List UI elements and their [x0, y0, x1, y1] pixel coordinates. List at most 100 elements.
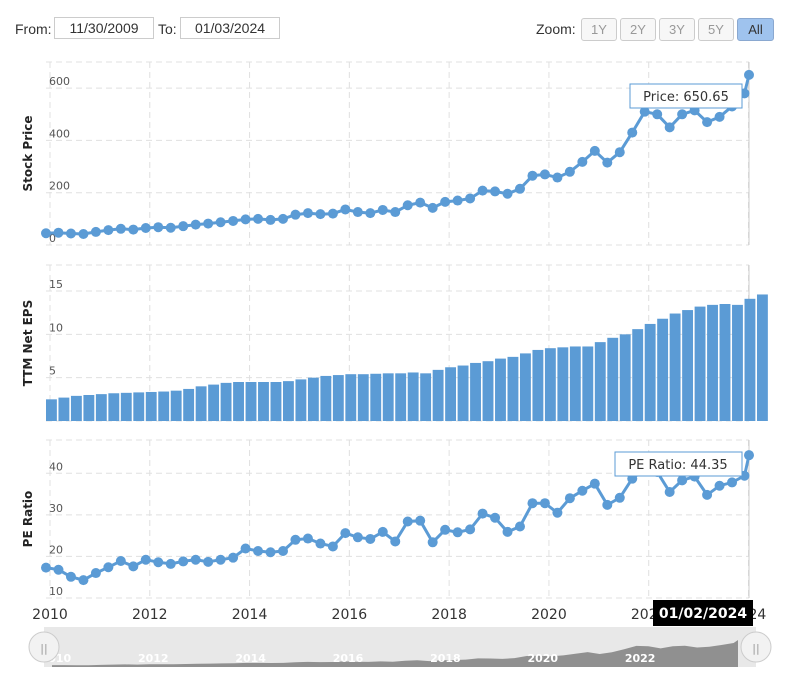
- data-point: [577, 485, 588, 496]
- eps-bar: [507, 356, 519, 421]
- data-point: [452, 527, 463, 538]
- zoom-3y-button[interactable]: 3Y: [659, 18, 695, 41]
- data-point: [502, 188, 513, 199]
- to-date-input[interactable]: [180, 17, 280, 39]
- eps-bar: [282, 381, 294, 421]
- plot-stock-price: Stock Price 0 200 400 600: [21, 61, 754, 246]
- data-point: [352, 207, 363, 218]
- eps-bar: [183, 388, 195, 421]
- navigator-tick-label: 2012: [138, 652, 169, 665]
- eps-bar: [245, 382, 257, 421]
- data-point: [178, 221, 189, 232]
- eps-bar: [594, 342, 606, 421]
- data-point: [377, 526, 388, 537]
- eps-bar: [707, 304, 718, 421]
- plot-ttm-net-eps: TTM Net EPS 051015: [21, 264, 768, 422]
- data-point: [203, 218, 214, 229]
- data-point: [677, 475, 688, 486]
- eps-bar: [233, 382, 244, 421]
- navigator-tick-label: 2020: [527, 652, 558, 665]
- data-point: [153, 222, 164, 233]
- eps-bar: [320, 375, 332, 421]
- eps-bar: [332, 375, 344, 421]
- data-point: [165, 222, 176, 233]
- eps-bar: [357, 374, 369, 421]
- eps-bar: [158, 391, 170, 421]
- eps-bar: [420, 373, 432, 421]
- y-tick-label: 400: [49, 127, 70, 140]
- data-point: [415, 197, 426, 208]
- eps-bar: [370, 373, 382, 421]
- y-tick-label: 10: [49, 585, 63, 598]
- eps-bar: [145, 391, 157, 421]
- data-point: [440, 196, 451, 207]
- eps-bar: [607, 337, 619, 421]
- data-point: [190, 554, 201, 565]
- series-line: [45, 74, 751, 236]
- data-point: [552, 507, 563, 518]
- eps-bar: [58, 397, 70, 421]
- data-point: [490, 512, 501, 523]
- data-point: [65, 571, 76, 582]
- data-point: [327, 541, 338, 552]
- x-tick-label: 2020: [531, 607, 567, 623]
- zoom-all-button[interactable]: All: [737, 18, 774, 41]
- eps-bar: [270, 382, 282, 421]
- eps-bar: [307, 377, 319, 421]
- data-point: [614, 492, 625, 503]
- pe-ratio-tooltip: PE Ratio: 44.35: [614, 451, 743, 477]
- data-point: [465, 524, 476, 535]
- price-tooltip: Price: 650.65: [629, 83, 743, 109]
- zoom-1y-button[interactable]: 1Y: [581, 18, 617, 41]
- data-point: [390, 536, 401, 547]
- data-point: [115, 223, 126, 234]
- data-point: [290, 534, 301, 545]
- eps-bar: [407, 372, 419, 421]
- data-point: [365, 533, 376, 544]
- eps-bar: [120, 392, 132, 421]
- eps-bar: [295, 379, 307, 421]
- navigator-handle-left[interactable]: ||: [28, 631, 60, 663]
- y-tick-label: 20: [49, 543, 63, 556]
- eps-bar: [495, 358, 506, 421]
- navigator-tick-label: 2014: [235, 652, 266, 665]
- y-tick-label: 10: [49, 321, 63, 334]
- zoom-5y-button[interactable]: 5Y: [698, 18, 734, 41]
- data-point: [727, 477, 738, 488]
- navigator[interactable]: 2010 2012 2014 2016 2018 2020 2022 || ||: [28, 627, 772, 667]
- data-point: [477, 508, 488, 519]
- svg-text:||: ||: [752, 642, 759, 655]
- eps-bar: [432, 369, 444, 421]
- x-tick-label: 2010: [32, 607, 68, 623]
- data-point: [490, 186, 501, 197]
- data-point: [103, 225, 114, 236]
- data-point: [702, 117, 713, 128]
- zoom-2y-button[interactable]: 2Y: [620, 18, 656, 41]
- eps-bar: [133, 392, 145, 421]
- data-point: [402, 516, 413, 527]
- data-point: [365, 208, 376, 219]
- navigator-handle-right[interactable]: ||: [740, 631, 772, 663]
- data-point: [265, 214, 276, 225]
- eps-bar: [382, 373, 394, 421]
- data-point: [539, 498, 550, 509]
- x-tick-label: 2012: [132, 607, 168, 623]
- y-axis-label-ttm-net-eps: TTM Net EPS: [21, 300, 35, 387]
- eps-bar: [220, 382, 232, 421]
- eps-bar: [732, 304, 743, 421]
- svg-text:||: ||: [40, 642, 47, 655]
- eps-bar: [582, 346, 594, 421]
- x-tick-label: 2016: [332, 607, 368, 623]
- data-point: [377, 204, 388, 215]
- y-tick-label: 15: [49, 278, 63, 291]
- data-point: [140, 223, 151, 234]
- eps-bar: [482, 361, 494, 421]
- eps-bar: [395, 373, 407, 421]
- eps-bar: [719, 304, 731, 421]
- from-date-input[interactable]: [54, 17, 154, 39]
- data-point: [627, 127, 638, 138]
- data-point: [465, 193, 476, 204]
- y-tick-label: 30: [49, 502, 63, 515]
- data-point: [253, 213, 264, 224]
